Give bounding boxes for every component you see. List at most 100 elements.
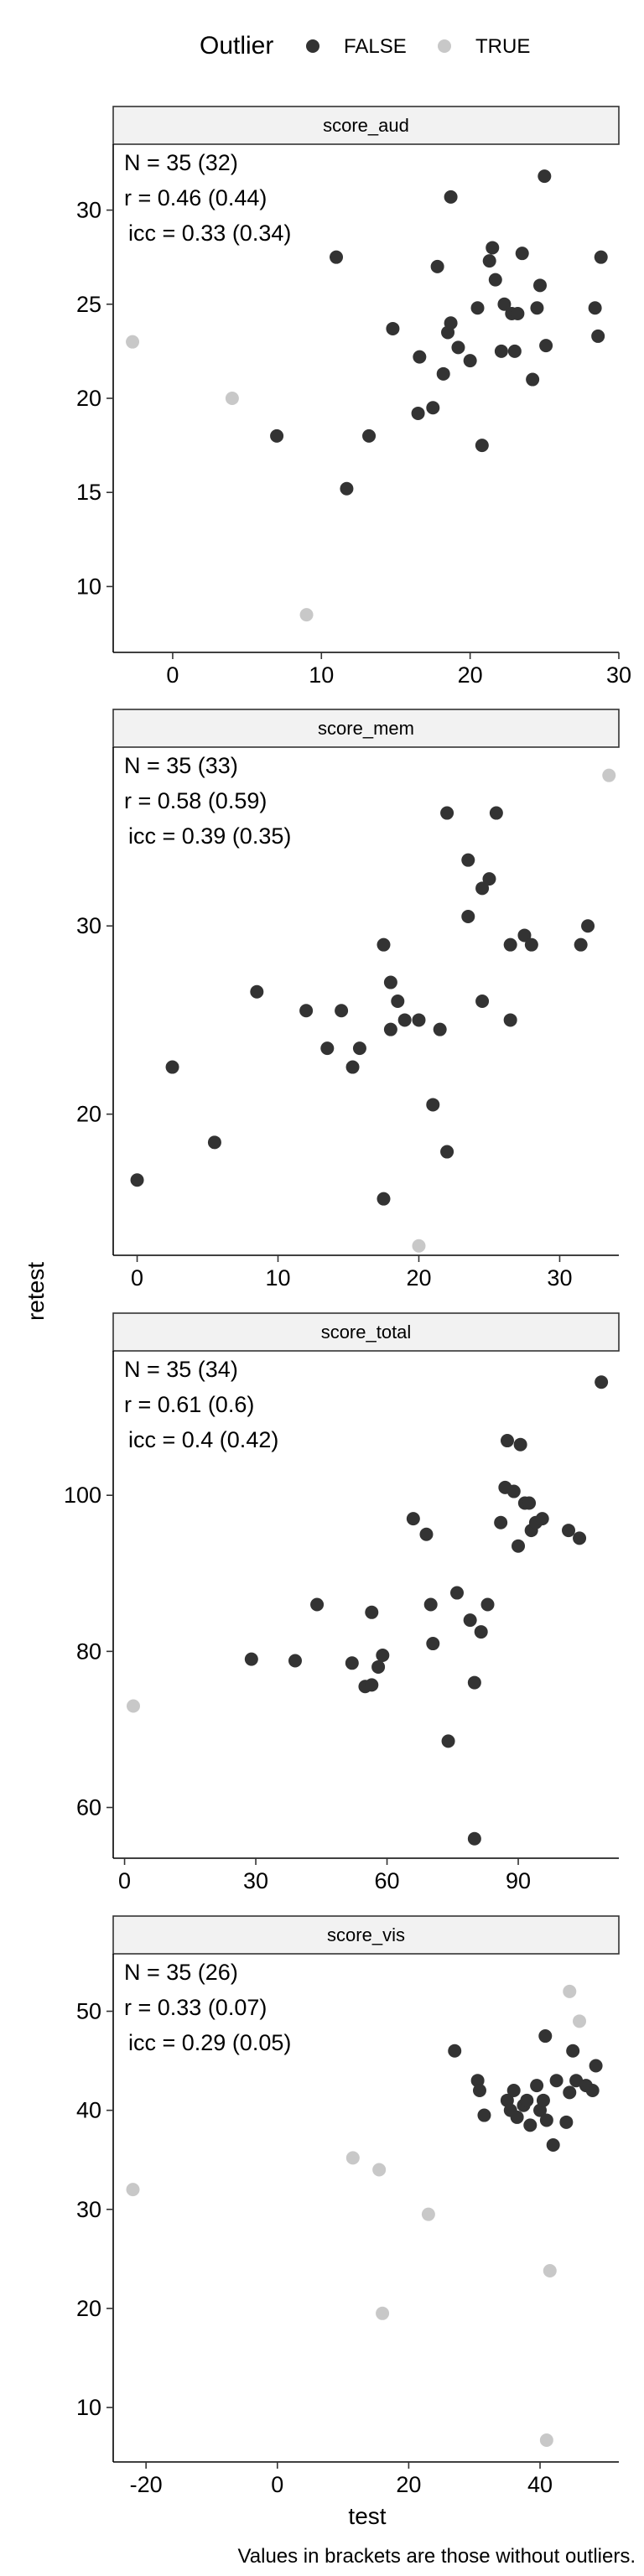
data-point — [470, 301, 485, 315]
x-tick-label: 10 — [265, 1265, 290, 1291]
data-point — [130, 1173, 144, 1187]
data-point — [365, 1605, 379, 1619]
data-point-outlier — [126, 335, 140, 349]
data-point — [463, 1613, 477, 1628]
stat-line-2: r = 0.33 (0.07) — [124, 1995, 267, 2020]
facet-strip-label: score_total — [321, 1322, 412, 1343]
x-tick-label: 30 — [606, 662, 631, 688]
y-tick-label: 20 — [76, 386, 101, 411]
data-point-outlier — [225, 392, 239, 405]
data-point — [549, 2074, 564, 2088]
data-point — [449, 1586, 464, 1600]
y-axis-title: retest — [23, 1262, 49, 1321]
stat-line-1: N = 35 (26) — [124, 1960, 238, 1985]
data-point — [581, 919, 595, 933]
data-point — [426, 1098, 440, 1112]
facet-strip-label: score_aud — [323, 115, 409, 136]
data-point — [335, 1004, 349, 1018]
data-point — [451, 340, 465, 355]
data-point — [510, 2110, 524, 2124]
data-point — [585, 2084, 600, 2098]
data-point — [419, 1527, 434, 1541]
y-tick-label: 30 — [76, 2197, 101, 2222]
data-point — [497, 297, 512, 311]
stat-line-3: icc = 0.4 (0.42) — [128, 1427, 278, 1452]
data-point — [423, 1597, 438, 1612]
data-point — [270, 428, 284, 443]
legend-key-false — [306, 39, 319, 53]
data-point-outlier — [573, 2014, 587, 2028]
data-point — [475, 995, 490, 1008]
data-point — [530, 301, 544, 315]
panel-score_mem: score_mem 20 30 0 10 20 30 N = 35 (33) r = 0.58 … — [76, 709, 620, 1291]
data-point — [595, 1375, 609, 1389]
data-point — [506, 2084, 521, 2098]
y-tick-label: 40 — [76, 2098, 101, 2123]
legend-key-true — [438, 39, 451, 53]
data-point — [467, 1675, 481, 1690]
data-point — [566, 2044, 580, 2058]
panels: score_aud 10 15 20 25 30 0 10 20 30 N = 35 (32) r =… — [64, 106, 631, 2497]
data-point — [559, 2115, 574, 2129]
y-tick-label: 100 — [64, 1483, 101, 1508]
data-point — [412, 1013, 426, 1027]
y-tick-label: 20 — [76, 2296, 101, 2321]
data-point — [539, 339, 553, 353]
data-point — [591, 329, 605, 343]
data-point — [383, 975, 397, 989]
x-tick-label: 0 — [131, 1265, 143, 1291]
data-point — [538, 2029, 553, 2044]
data-point — [461, 853, 475, 867]
data-point — [494, 344, 508, 358]
data-point — [494, 1515, 508, 1530]
y-tick-label: 30 — [76, 913, 101, 938]
data-point — [362, 428, 377, 443]
y-tick-label: 10 — [76, 2395, 101, 2420]
y-tick-label: 60 — [76, 1795, 101, 1820]
data-point — [513, 1437, 527, 1452]
y-tick-label: 50 — [76, 1999, 101, 2024]
data-point — [463, 354, 477, 368]
data-point — [340, 481, 354, 496]
x-tick-label: 30 — [547, 1265, 572, 1291]
data-point — [440, 806, 454, 820]
data-point-outlier — [345, 2151, 360, 2165]
facet-strip — [112, 106, 620, 145]
data-point — [376, 1649, 390, 1662]
data-point — [448, 2044, 462, 2058]
data-point — [472, 2084, 486, 2098]
data-point — [523, 2118, 538, 2132]
data-point — [444, 316, 458, 330]
data-point — [436, 366, 450, 381]
legend-title: Outlier — [200, 32, 273, 60]
data-point — [430, 259, 444, 273]
data-point-outlier — [126, 1699, 140, 1713]
data-point — [507, 344, 522, 358]
data-point — [526, 372, 540, 387]
facet-strip — [112, 1915, 620, 1955]
data-point — [320, 1041, 335, 1056]
data-point — [500, 1434, 514, 1448]
data-point — [574, 937, 588, 952]
y-tick-label: 25 — [76, 292, 101, 317]
data-point — [461, 910, 475, 923]
x-tick-label: 0 — [118, 1868, 131, 1893]
data-point — [299, 1004, 314, 1018]
data-point — [165, 1060, 179, 1074]
data-point — [536, 2093, 550, 2107]
legend: Outlier FALSE TRUE — [200, 32, 530, 60]
data-point — [512, 1539, 526, 1553]
data-point — [413, 350, 427, 364]
data-point — [573, 1531, 587, 1545]
y-tick-label: 30 — [76, 198, 101, 223]
data-point — [397, 1013, 412, 1027]
stat-line-1: N = 35 (33) — [124, 753, 238, 778]
data-point — [489, 806, 503, 820]
data-point-outlier — [372, 2163, 387, 2177]
x-tick-label: 20 — [406, 1265, 431, 1291]
data-point — [475, 439, 489, 453]
data-point — [310, 1597, 325, 1612]
data-point-outlier — [563, 1984, 577, 1998]
data-point — [562, 1524, 576, 1538]
